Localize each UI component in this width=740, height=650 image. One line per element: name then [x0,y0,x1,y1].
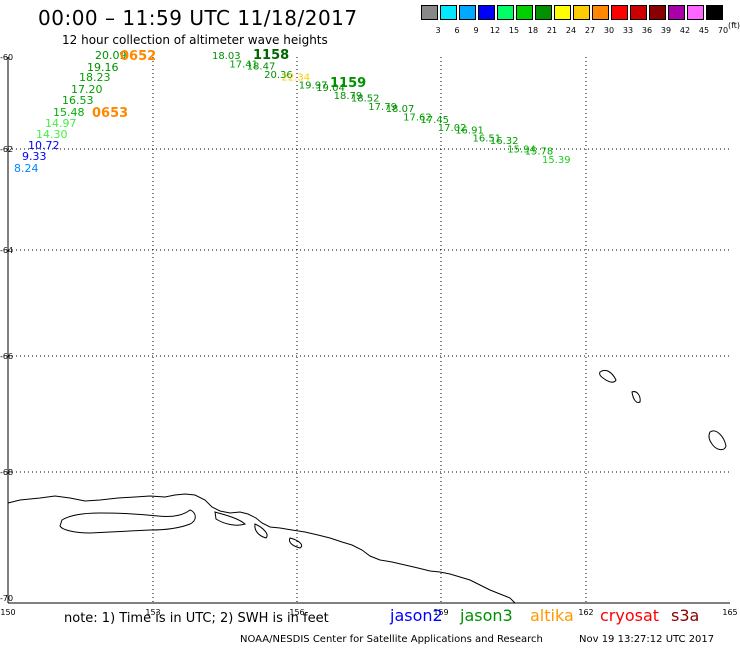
lon-tick-label: 156 [289,608,304,617]
wave-height-label: 16.51 [473,134,502,145]
graticule [8,57,730,603]
legend-tick-label: 30 [603,26,615,35]
generated-timestamp: Nov 19 13:27:12 UTC 2017 [579,634,715,645]
satellite-name: altika [530,606,574,625]
pass-time-label: 0652 [120,49,156,64]
pass-time-labels: 0652 0653 1158 1159 [92,48,366,121]
wave-height-label: 16.53 [62,94,94,107]
legend-swatch [497,5,514,20]
legend-unit: (ft) [728,21,740,30]
legend-swatch [706,5,723,20]
pass-time-label: 1158 [253,48,289,63]
legend-swatch [611,5,628,20]
lat-tick-label: -62 [0,145,13,154]
wave-height-label: 14.97 [45,117,77,130]
wave-height-label: 8.24 [14,162,39,175]
note-text: note: 1) Time is in UTC; 2) SWH is in fe… [64,611,329,626]
wave-height-label: 19.16 [87,61,119,74]
wave-height-label: 16.32 [490,136,519,147]
satellite-name: s3a [671,606,700,625]
legend-swatch [421,5,438,20]
legend-tick-label: 6 [454,26,460,35]
wave-height-label: 18.47 [247,62,276,73]
lat-tick-label: -66 [0,352,13,361]
lon-tick-label: 153 [145,608,160,617]
pass-time-label: 0653 [92,106,128,121]
lat-tick-label: -64 [0,246,13,255]
wave-height-label: 18.79 [334,91,363,102]
lon-tick-label: 150 [0,608,15,617]
wave-track-east: 18.0317.4118.4720.3622.3419.9719.0418.79… [212,51,571,166]
wave-height-label: 15.78 [525,147,554,158]
wave-height-label: 20.36 [264,70,293,81]
legend-swatch [478,5,495,20]
legend-tick-label: 36 [641,26,653,35]
wave-height-label: 17.20 [71,83,103,96]
wave-height-label: 10.72 [28,139,60,152]
legend-swatch [592,5,609,20]
legend-tick-label: 3 [435,26,441,35]
wave-track-west: 20.0919.1618.2317.2016.5315.4814.9714.30… [14,49,127,175]
wave-height-label: 15.48 [53,106,85,119]
satellite-name: jason2 [390,606,443,625]
map-frame [7,57,730,604]
legend-tick-label: 18 [527,26,539,35]
wave-height-label: 17.41 [229,59,258,70]
chart-title: 00:00 – 11:59 UTC 11/18/2017 [38,6,358,30]
satellite-name: cryosat [600,606,660,625]
legend-swatch [440,5,457,20]
lon-tick-label: 162 [578,608,593,617]
lat-tick-label: -70 [0,594,13,603]
satellite-name: jason3 [460,606,513,625]
wave-height-label: 17.02 [438,123,467,134]
wave-height-label: 16.91 [455,125,484,136]
legend-swatch [554,5,571,20]
legend-swatch [516,5,533,20]
legend-tick-label: 12 [489,26,501,35]
axis-labels: 150 153 156 159 162 165 -60 -62 -64 -66 -68 -70 [0,53,738,617]
legend-tick-label: 9 [473,26,479,35]
legend-swatch [535,5,552,20]
legend-swatch [630,5,647,20]
legend-tick-label: 45 [698,26,710,35]
legend-swatch [668,5,685,20]
legend-tick-label: 24 [565,26,577,35]
wave-height-label: 19.97 [299,81,328,92]
wave-height-label: 19.04 [316,83,345,94]
wave-height-label: 15.94 [507,144,536,155]
legend-tick-label: 15 [508,26,520,35]
legend-tick-label: 42 [679,26,691,35]
wave-height-label: 14.30 [36,128,68,141]
legend-swatch [459,5,476,20]
wave-height-label: 15.39 [542,155,571,166]
wave-height-label: 20.09 [95,49,127,62]
wave-height-label: 17.62 [403,113,432,124]
wave-height-label: 17.45 [420,115,449,126]
legend-swatch [573,5,590,20]
legend-tick-label: 70 [717,26,729,35]
lon-tick-label: 165 [722,608,737,617]
lon-tick-label: 159 [433,608,448,617]
legend-swatch [649,5,666,20]
wave-height-label: 18.23 [79,71,111,84]
antarctic-coastline [7,369,727,604]
wave-height-label: 17.79 [368,102,397,113]
wave-height-label: 18.07 [386,104,415,115]
legend-swatch [687,5,704,20]
legend-tick-label: 39 [660,26,672,35]
chart-subtitle: 12 hour collection of altimeter wave hei… [62,33,328,47]
legend-tick-label: 27 [584,26,596,35]
wave-height-label: 9.33 [22,150,47,163]
lat-tick-label: -68 [0,468,13,477]
legend-tick-label: 21 [546,26,558,35]
wave-height-label: 22.34 [282,72,311,83]
credit-text: NOAA/NESDIS Center for Satellite Applica… [240,634,543,645]
pass-time-label: 1159 [330,76,366,91]
legend-tick-label: 33 [622,26,634,35]
wave-height-label: 18.03 [212,51,241,62]
wave-height-label: 18.52 [351,94,380,105]
lat-tick-label: -60 [0,53,13,62]
